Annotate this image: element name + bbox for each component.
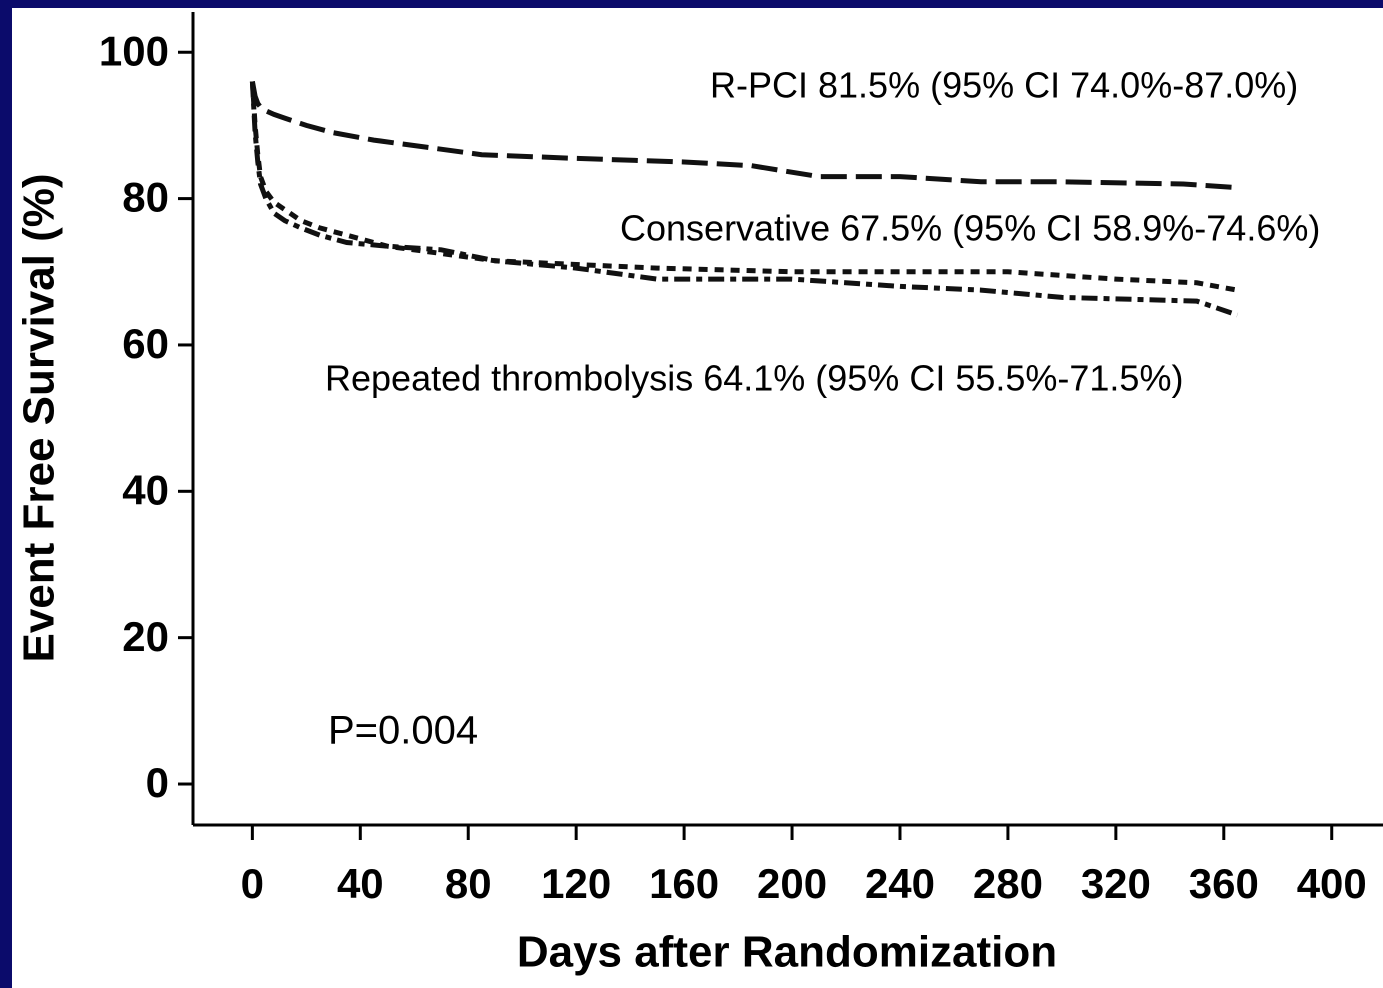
x-tick-label: 240 [865, 860, 935, 907]
x-tick-label: 400 [1297, 860, 1367, 907]
series-label: Repeated thrombolysis 64.1% (95% CI 55.5… [325, 358, 1183, 399]
p-value: P=0.004 [328, 709, 478, 753]
x-tick-label: 40 [337, 860, 384, 907]
x-tick-label: 80 [445, 860, 492, 907]
plot-background [12, 8, 1383, 988]
x-tick-label: 280 [973, 860, 1043, 907]
x-tick-label: 320 [1081, 860, 1151, 907]
x-tick-label: 0 [241, 860, 264, 907]
series-label: Conservative 67.5% (95% CI 58.9%-74.6%) [620, 208, 1320, 249]
y-tick-label: 0 [146, 759, 169, 806]
x-tick-label: 200 [757, 860, 827, 907]
x-tick-label: 120 [541, 860, 611, 907]
survival-curve [249, 81, 1238, 293]
y-tick-label: 20 [122, 613, 169, 660]
survival-curve [249, 81, 1238, 191]
y-tick-label: 60 [122, 320, 169, 367]
y-tick-label: 40 [122, 466, 169, 513]
x-axis-title: Days after Randomization [517, 928, 1057, 977]
y-tick-label: 100 [99, 27, 169, 74]
x-tick-label: 360 [1189, 860, 1259, 907]
x-tick-label: 160 [649, 860, 719, 907]
y-tick-label: 80 [122, 174, 169, 221]
survival-curve [249, 81, 1239, 318]
y-axis-title: Event Free Survival (%) [15, 173, 64, 662]
series-label: R-PCI 81.5% (95% CI 74.0%-87.0%) [710, 65, 1298, 106]
